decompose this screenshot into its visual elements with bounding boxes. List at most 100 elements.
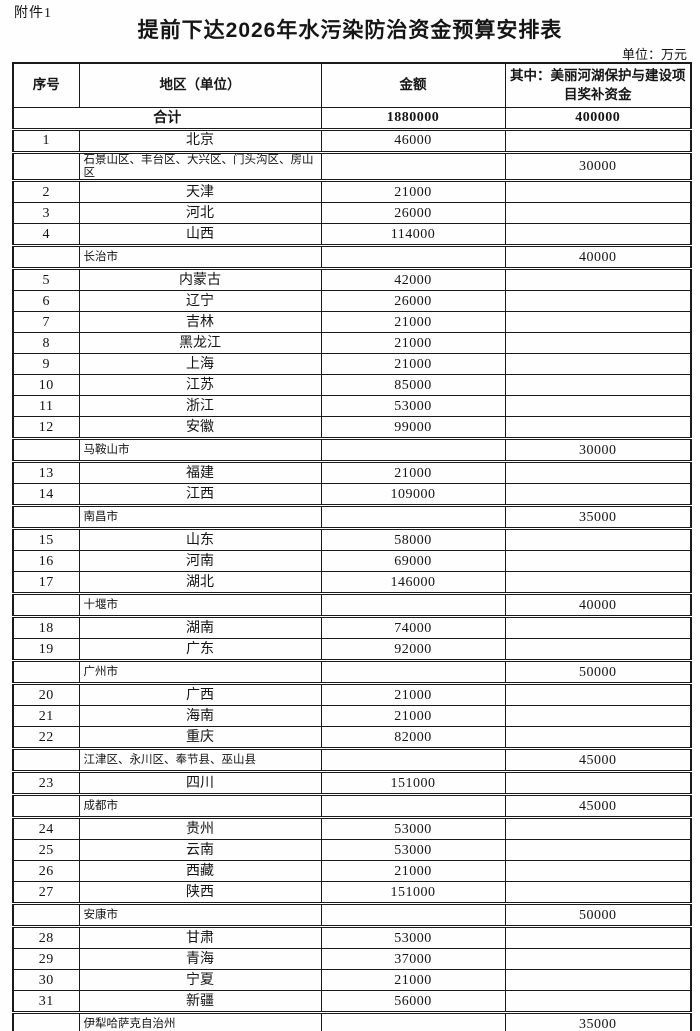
- cell-special: [504, 550, 692, 573]
- cell-index: [12, 659, 80, 686]
- cell-index: 24: [12, 817, 80, 841]
- cell-amount: 37000: [320, 948, 506, 971]
- cell-special: [504, 395, 692, 418]
- total-label: 合计: [12, 107, 322, 131]
- cell-amount: 92000: [320, 638, 506, 662]
- table-row: 南昌市 35000: [12, 504, 692, 531]
- cell-amount: [320, 437, 506, 464]
- cell-index: 8: [12, 332, 80, 355]
- cell-amount: 21000: [320, 311, 506, 334]
- cell-special: [504, 839, 692, 862]
- cell-amount: 21000: [320, 683, 506, 707]
- cell-index: [12, 504, 80, 531]
- table-row: 17 湖北 146000: [12, 571, 692, 595]
- cell-amount: [320, 1011, 506, 1031]
- cell-region: 吉林: [78, 311, 322, 334]
- cell-index: 20: [12, 683, 80, 707]
- cell-amount: 53000: [320, 839, 506, 862]
- cell-special: [504, 416, 692, 440]
- table-row: 25 云南 53000: [12, 839, 692, 862]
- cell-index: 30: [12, 969, 80, 992]
- table-row: 27 陕西 151000: [12, 881, 692, 905]
- cell-index: [12, 244, 80, 271]
- cell-amount: 21000: [320, 860, 506, 883]
- cell-amount: 146000: [320, 571, 506, 595]
- cell-region: 南昌市: [78, 504, 322, 531]
- cell-special: [504, 616, 692, 640]
- cell-region: 安康市: [78, 902, 322, 929]
- cell-index: [12, 150, 80, 183]
- cell-amount: 74000: [320, 616, 506, 640]
- cell-special: 50000: [504, 902, 692, 929]
- cell-region: 广州市: [78, 659, 322, 686]
- table-row: 20 广西 21000: [12, 683, 692, 707]
- cell-special: [504, 990, 692, 1014]
- cell-index: 26: [12, 860, 80, 883]
- table-row: 11 浙江 53000: [12, 395, 692, 418]
- table-row: 十堰市 40000: [12, 592, 692, 619]
- cell-index: 6: [12, 290, 80, 313]
- cell-special: [504, 528, 692, 552]
- cell-amount: 21000: [320, 461, 506, 485]
- cell-special: [504, 461, 692, 485]
- cell-region: 四川: [78, 771, 322, 796]
- cell-index: 3: [12, 202, 80, 225]
- cell-special: 30000: [504, 437, 692, 464]
- table-row: 19 广东 92000: [12, 638, 692, 662]
- table-row: 24 贵州 53000: [12, 817, 692, 841]
- cell-index: 29: [12, 948, 80, 971]
- cell-region: 山东: [78, 528, 322, 552]
- cell-amount: 151000: [320, 771, 506, 796]
- cell-index: 5: [12, 268, 80, 292]
- cell-index: 18: [12, 616, 80, 640]
- cell-region: 甘肃: [78, 926, 322, 950]
- cell-index: 4: [12, 223, 80, 247]
- col-header-special: 其中：美丽河湖保护与建设项目奖补资金: [504, 62, 692, 108]
- cell-special: [504, 705, 692, 728]
- cell-region: 福建: [78, 461, 322, 485]
- cell-amount: [320, 659, 506, 686]
- cell-region: 海南: [78, 705, 322, 728]
- cell-index: 25: [12, 839, 80, 862]
- cell-index: [12, 747, 80, 774]
- cell-special: 30000: [504, 150, 692, 183]
- cell-amount: [320, 592, 506, 619]
- cell-amount: 69000: [320, 550, 506, 573]
- table-row: 23 四川 151000: [12, 771, 692, 796]
- cell-region: 江津区、永川区、奉节县、巫山县: [78, 747, 322, 774]
- col-header-index: 序号: [12, 62, 80, 108]
- table-row: 4 山西 114000: [12, 223, 692, 247]
- table-row: 安康市 50000: [12, 902, 692, 929]
- cell-index: 1: [12, 129, 80, 153]
- table-row: 长治市 40000: [12, 244, 692, 271]
- table-row: 伊犁哈萨克自治州 35000: [12, 1011, 692, 1031]
- cell-special: 40000: [504, 244, 692, 271]
- cell-amount: 109000: [320, 483, 506, 507]
- cell-region: 石景山区、丰台区、大兴区、门头沟区、房山区: [78, 150, 322, 183]
- cell-region: 江苏: [78, 374, 322, 397]
- table-row: 7 吉林 21000: [12, 311, 692, 334]
- cell-special: [504, 638, 692, 662]
- cell-region: 内蒙古: [78, 268, 322, 292]
- total-amount: 1880000: [320, 107, 506, 131]
- cell-index: [12, 1011, 80, 1031]
- cell-index: 13: [12, 461, 80, 485]
- cell-special: 45000: [504, 747, 692, 774]
- cell-amount: 58000: [320, 528, 506, 552]
- page-title: 提前下达2026年水污染防治资金预算安排表: [137, 19, 563, 42]
- table-row: 31 新疆 56000: [12, 990, 692, 1014]
- table-row: 9 上海 21000: [12, 353, 692, 376]
- cell-amount: [320, 902, 506, 929]
- cell-index: 12: [12, 416, 80, 440]
- cell-special: [504, 129, 692, 153]
- cell-index: [12, 437, 80, 464]
- cell-amount: 26000: [320, 202, 506, 225]
- table-row: 12 安徽 99000: [12, 416, 692, 440]
- table-row: 2 天津 21000: [12, 180, 692, 204]
- cell-amount: 21000: [320, 353, 506, 376]
- cell-region: 湖南: [78, 616, 322, 640]
- cell-special: [504, 332, 692, 355]
- table-row: 6 辽宁 26000: [12, 290, 692, 313]
- cell-index: 23: [12, 771, 80, 796]
- cell-special: [504, 268, 692, 292]
